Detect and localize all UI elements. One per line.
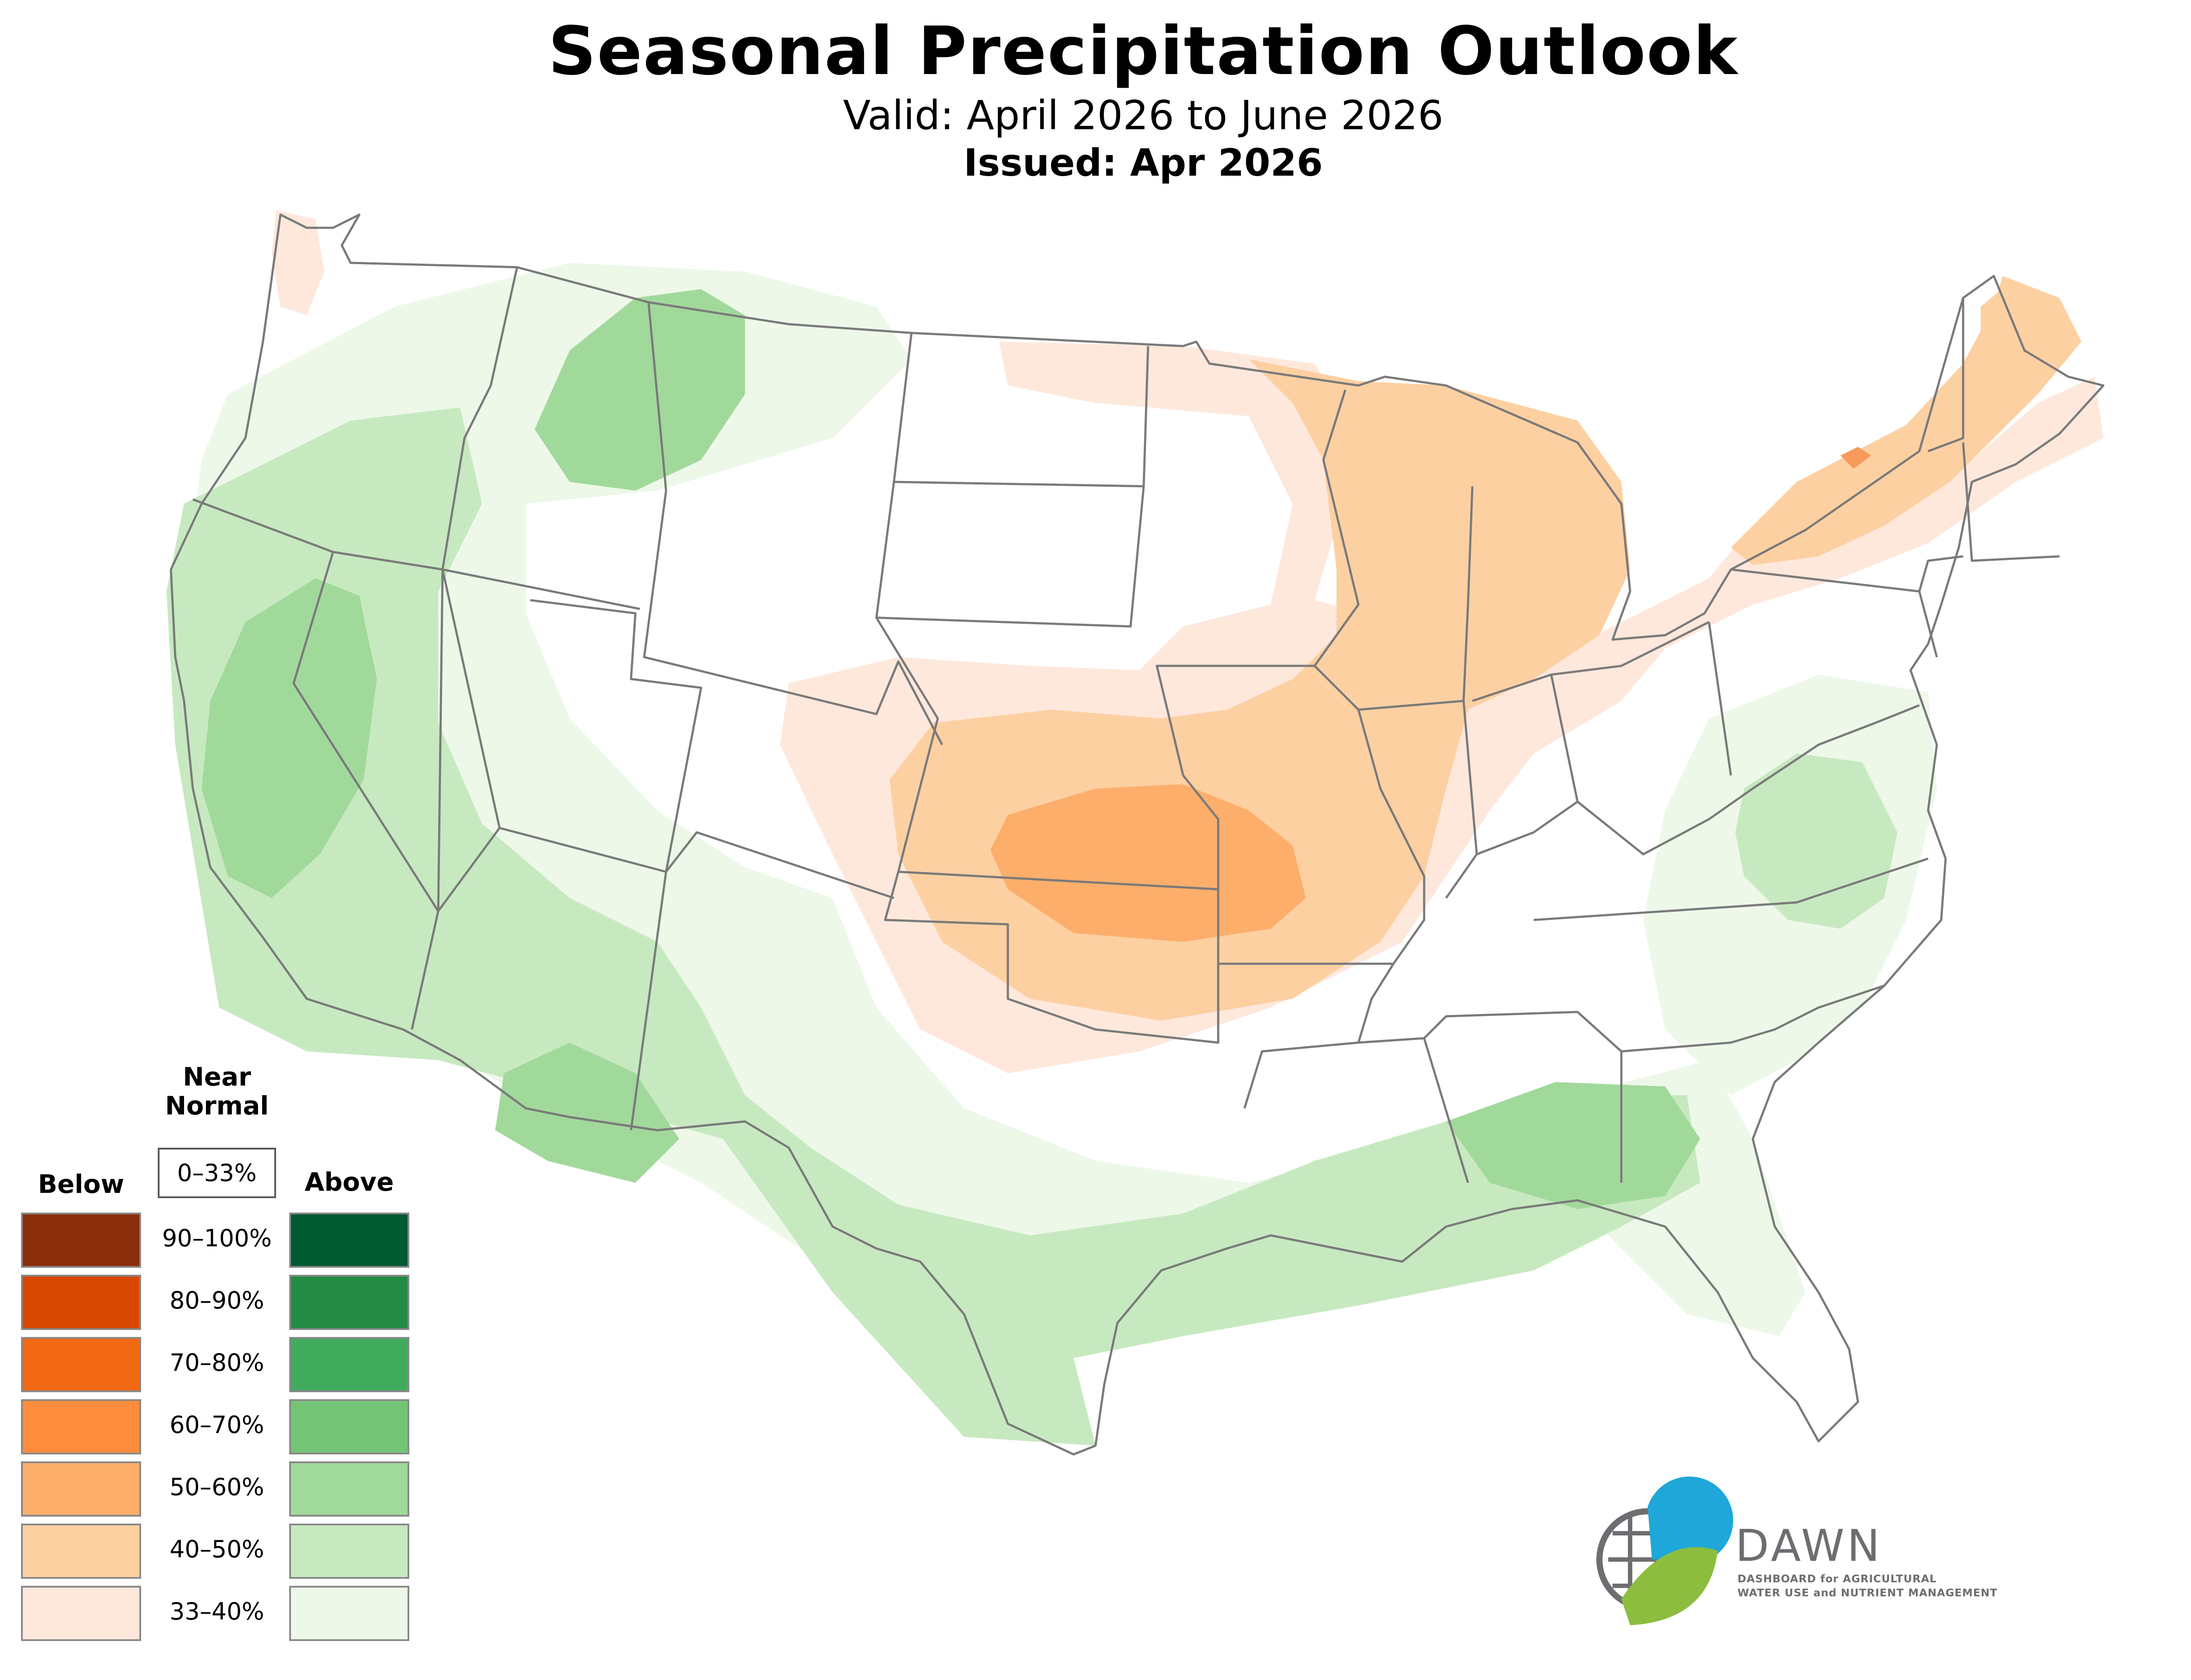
below-50-60-new-york — [1840, 447, 1871, 469]
legend-below-70-80 — [21, 1337, 141, 1392]
logo-leaf-icon — [1621, 1547, 1718, 1625]
above-50-60-idaho — [535, 289, 745, 491]
legend-below-33-40 — [21, 1586, 141, 1641]
above-40-50-virginia — [1735, 753, 1897, 929]
legend-range-70-80: 70–80% — [170, 1349, 264, 1376]
logo-tagline-line1: DASHBOARD for AGRICULTURAL — [1737, 1573, 1937, 1585]
legend-range-40-50: 40–50% — [170, 1535, 264, 1563]
above-50-60-arizona — [495, 1043, 679, 1183]
legend-near-normal-heading: Near Normal — [158, 1062, 276, 1120]
below-33-40-washington — [272, 210, 324, 315]
legend-above-90-100 — [289, 1213, 409, 1268]
logo-name: DAWN — [1735, 1520, 1883, 1571]
legend-below-90-100 — [21, 1213, 141, 1268]
state-boundaries — [170, 213, 2105, 1456]
issued-date: Issued: Apr 2026 — [964, 141, 1323, 185]
below-40-50-maine — [1981, 285, 2060, 372]
legend-above-60-70 — [289, 1399, 409, 1454]
legend-above-heading: Above — [305, 1167, 394, 1197]
legend-above-40-50 — [289, 1524, 409, 1579]
logo-water-drop-icon — [1648, 1476, 1734, 1560]
legend-swatches — [21, 1213, 409, 1641]
us-outline — [170, 213, 2105, 1456]
state-lines — [192, 267, 2060, 1183]
dawn-logo-mark — [1596, 1476, 1734, 1625]
legend-above-70-80 — [289, 1337, 409, 1392]
legend-above-33-40 — [289, 1586, 409, 1641]
legend-above-50-60 — [289, 1461, 409, 1517]
legend-below-heading: Below — [38, 1169, 124, 1199]
legend-below-60-70 — [21, 1399, 141, 1454]
legend-range-90-100: 90–100% — [162, 1224, 272, 1252]
map-title: Seasonal Precipitation Outlook — [548, 12, 1739, 90]
legend-range-60-70: 60–70% — [170, 1411, 264, 1439]
above-50-60-california — [202, 578, 377, 898]
legend-below-80-90 — [21, 1275, 141, 1330]
legend-below-40-50 — [21, 1524, 141, 1579]
near-label-line2: Normal — [165, 1091, 269, 1121]
legend-above-80-90 — [289, 1275, 409, 1330]
outlook-shading — [167, 210, 2103, 1446]
near-label-line1: Near — [183, 1062, 251, 1092]
legend-near-normal-box: 0–33% — [158, 1148, 276, 1198]
above-40-50-west — [167, 407, 1700, 1446]
valid-period: Valid: April 2026 to June 2026 — [843, 92, 1444, 139]
legend-range-80-90: 80–90% — [170, 1287, 264, 1314]
legend-range-33-40: 33–40% — [170, 1598, 264, 1625]
above-50-60-gulf — [1446, 1082, 1700, 1209]
legend-below-50-60 — [21, 1461, 141, 1517]
logo-tagline-line2: WATER USE and NUTRIENT MANAGEMENT — [1737, 1587, 1998, 1599]
below-50-60-kansas — [990, 784, 1306, 942]
legend-range-50-60: 50–60% — [170, 1473, 264, 1501]
